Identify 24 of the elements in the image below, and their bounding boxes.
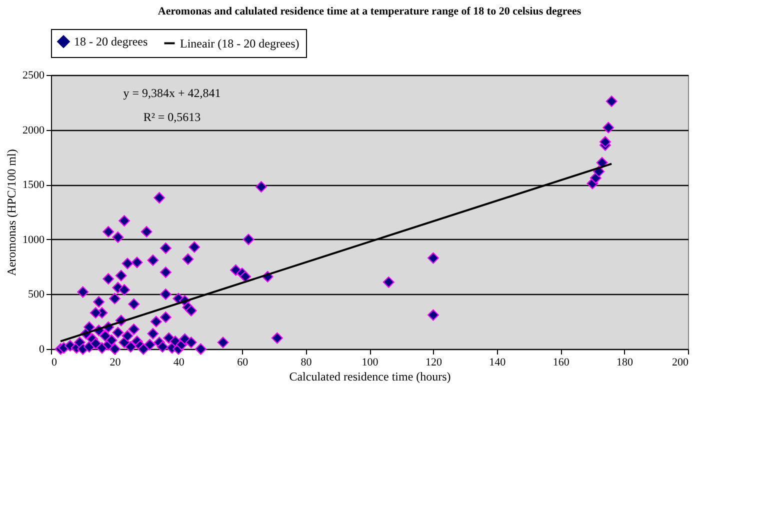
x-tick-label: 40 (173, 356, 185, 368)
y-axis-title: Aeromonas (HPC/100 ml) (4, 149, 18, 276)
x-tick-label: 180 (616, 356, 634, 368)
x-tick-label: 140 (489, 356, 506, 368)
annotation: R² = 0,5613 (143, 110, 201, 124)
x-tick-label: 0 (52, 356, 58, 368)
y-tick-label: 500 (28, 288, 45, 301)
y-tick-label: 2000 (22, 124, 45, 136)
y-tick-label: 1500 (22, 179, 45, 192)
y-tick-label: 1000 (22, 234, 45, 246)
legend-label: Lineair (18 - 20 degrees) (180, 36, 300, 50)
x-tick-label: 100 (362, 356, 379, 368)
y-tick-label: 0 (39, 344, 45, 356)
x-tick-label: 60 (237, 356, 249, 368)
x-tick-label: 160 (552, 356, 570, 368)
x-tick-label: 80 (300, 356, 312, 368)
x-axis-title: Calculated residence time (hours) (289, 370, 451, 384)
chart-title: Aeromonas and calulated residence time at a temperature range of 18 to 20 celsius degrees (158, 6, 582, 18)
x-tick-label: 200 (672, 356, 689, 368)
annotation: y = 9,384x + 42,841 (123, 86, 221, 100)
x-tick-label: 120 (425, 356, 442, 368)
x-tick-label: 20 (110, 356, 122, 368)
y-tick-label: 2500 (22, 70, 45, 82)
legend-label: 18 - 20 degrees (74, 34, 148, 49)
